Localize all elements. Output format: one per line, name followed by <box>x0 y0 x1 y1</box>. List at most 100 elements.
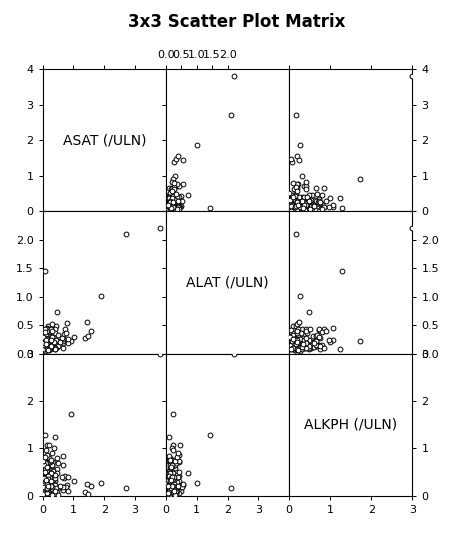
Point <box>168 463 175 471</box>
Point <box>164 479 171 488</box>
Point <box>52 471 59 479</box>
Point <box>64 335 72 343</box>
Point <box>292 201 300 210</box>
Point <box>44 476 52 484</box>
Point <box>48 327 55 336</box>
Point <box>164 483 172 492</box>
Point <box>315 325 323 333</box>
Point <box>49 473 56 482</box>
Point <box>164 201 172 210</box>
Point <box>173 204 180 212</box>
Point <box>172 459 180 467</box>
Point <box>302 198 310 207</box>
Point <box>166 202 174 211</box>
Point <box>297 195 305 204</box>
Point <box>297 140 304 149</box>
Point <box>45 486 53 495</box>
Point <box>174 482 182 490</box>
Point <box>169 196 177 204</box>
Point <box>45 453 53 462</box>
Point <box>59 337 67 346</box>
Point <box>294 336 301 344</box>
Point <box>169 184 176 192</box>
Point <box>41 479 48 488</box>
Point <box>169 410 176 419</box>
Point <box>166 477 173 486</box>
Point <box>44 345 51 354</box>
Point <box>55 459 62 467</box>
Point <box>43 327 50 335</box>
Point <box>170 483 177 491</box>
Point <box>292 335 300 344</box>
Point <box>44 340 51 348</box>
Point <box>286 206 294 214</box>
Point <box>53 487 60 495</box>
Point <box>170 203 177 212</box>
Point <box>327 338 334 346</box>
Point <box>45 342 53 351</box>
Point <box>171 207 179 216</box>
Point <box>165 480 173 489</box>
Point <box>294 324 301 333</box>
Point <box>289 334 296 343</box>
Point <box>292 198 300 207</box>
Point <box>53 337 61 346</box>
Point <box>168 480 176 488</box>
Point <box>290 178 297 187</box>
Point <box>171 457 179 465</box>
Point <box>46 338 54 346</box>
Point <box>170 178 178 187</box>
Point <box>51 344 58 353</box>
Point <box>40 479 47 487</box>
Point <box>288 337 296 346</box>
Point <box>289 206 297 215</box>
Point <box>287 195 295 203</box>
Point <box>329 200 337 209</box>
Point <box>172 199 179 207</box>
Point <box>156 349 164 358</box>
Point <box>302 181 310 190</box>
Point <box>164 469 172 477</box>
Point <box>45 343 52 351</box>
Point <box>39 342 47 351</box>
Point <box>329 324 337 332</box>
Point <box>298 336 306 345</box>
Point <box>58 484 65 492</box>
Point <box>301 201 309 210</box>
Point <box>295 342 303 351</box>
Point <box>41 346 48 355</box>
Point <box>292 193 300 201</box>
Point <box>193 478 201 487</box>
Point <box>301 343 309 352</box>
Point <box>166 487 173 495</box>
Point <box>165 197 173 206</box>
Point <box>39 340 46 348</box>
Point <box>47 335 55 344</box>
Point <box>230 349 237 358</box>
Point <box>298 171 306 180</box>
Point <box>51 325 59 334</box>
Point <box>305 308 313 316</box>
Point <box>287 207 294 215</box>
Point <box>49 329 57 337</box>
Point <box>55 491 62 499</box>
Point <box>39 457 46 465</box>
Point <box>286 341 294 350</box>
Point <box>47 482 55 490</box>
Point <box>290 342 297 351</box>
Point <box>305 197 313 206</box>
Point <box>48 343 55 352</box>
Point <box>302 203 310 211</box>
Point <box>45 338 52 347</box>
Point <box>291 204 299 212</box>
Point <box>44 473 51 481</box>
Point <box>168 481 175 489</box>
Point <box>47 342 55 350</box>
Point <box>293 180 301 189</box>
Point <box>170 200 178 208</box>
Point <box>166 481 173 489</box>
Point <box>319 200 326 209</box>
Point <box>46 464 54 473</box>
Point <box>87 326 94 335</box>
Point <box>41 341 48 349</box>
